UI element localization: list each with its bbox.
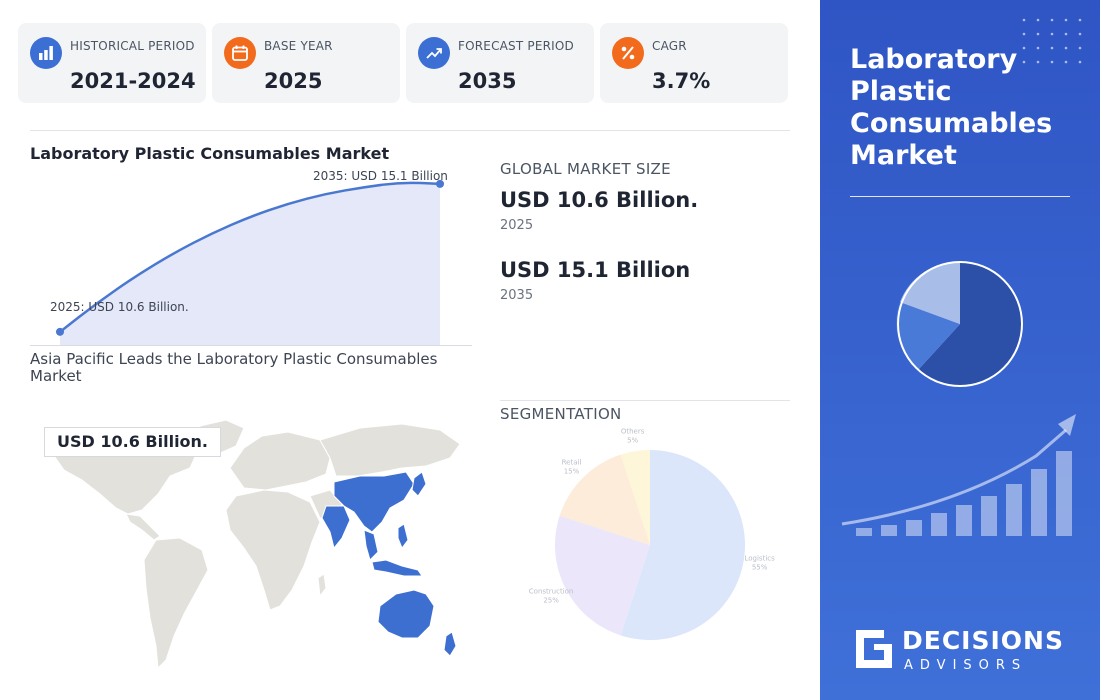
stat-card-forecast: FORECAST PERIOD 2035 [406,23,594,103]
europe-shape [229,431,331,491]
world-map [49,419,461,670]
stat-card-historical: HISTORICAL PERIOD 2021-2024 [18,23,206,103]
divider [500,400,790,401]
new-zealand-shape [443,631,457,657]
market-size-year-2035: 2035 [500,288,534,303]
market-area-chart [56,179,444,345]
brand-panel: Laboratory Plastic Consumables Market DE… [820,0,1100,700]
pie-label-retail: Retail 15% [562,459,582,476]
madagascar-shape [317,573,327,598]
start-annotation: 2025: USD 10.6 Billion. [50,300,189,314]
pie-label-others: Others 5% [621,427,645,444]
map-title: Asia Pacific Leads the Laboratory Plasti… [30,350,438,385]
south-america-shape [143,537,209,670]
indonesia-shape [371,559,423,577]
brand-logo-subword: ADVISORS [904,658,1028,673]
market-chart-title: Laboratory Plastic Consumables Market [30,144,390,163]
segmentation-pie-chart: Logistics 55% Construction 25% Retail 15% Othe… [529,427,775,640]
russia-middle-east-shape [319,423,461,477]
stat-label: CAGR [652,39,687,53]
end-point [436,179,444,188]
brand-logo-word: DECISIONS [902,626,1064,655]
japan-shape [411,471,427,497]
pie-slice-construction [555,515,650,636]
start-point [56,327,64,336]
area-line [59,181,441,333]
panel-title: Laboratory Plastic Consumables Market [850,44,1053,171]
pie-slice-logistics [620,450,745,640]
australia-shape [377,589,435,639]
india-shape [321,505,351,550]
divider [30,130,790,131]
brand-logo-icon [856,630,892,668]
stat-label: HISTORICAL PERIOD [70,39,195,53]
area-fill [60,182,440,345]
pie-label-construction: Construction 25% [529,587,574,604]
stat-value: 2035 [458,69,517,93]
market-size-year-2025: 2025 [500,218,534,233]
pie-slice-retail [559,454,650,545]
stat-value: 2021-2024 [70,69,196,93]
map-callout: USD 10.6 Billion. [44,427,222,457]
pie-slice-others [620,450,650,545]
end-annotation: 2035: USD 15.1 Billion [313,169,448,183]
market-size-2025: USD 10.6 Billion. [500,188,699,212]
bar-chart-icon [30,37,62,69]
segmentation-caption: SEGMENTATION [500,405,622,423]
stat-value: 3.7% [652,69,711,93]
calendar-icon [224,37,256,69]
panel-divider [850,196,1070,197]
pie-label-logistics: Logistics 55% [744,554,775,571]
stat-card-cagr: CAGR 3.7% [600,23,788,103]
stat-label: FORECAST PERIOD [458,39,574,53]
asia-mainland-shape [333,471,415,533]
africa-shape [225,489,321,611]
stat-label: BASE YEAR [264,39,333,53]
percent-icon [612,37,644,69]
trend-up-icon [418,37,450,69]
growth-bars-decoration [841,414,1076,536]
stat-value: 2025 [264,69,323,93]
market-size-2035: USD 15.1 Billion [500,258,691,282]
southeast-asia-shape [363,529,379,561]
chart-baseline [30,345,472,346]
decorative-pie-icon [896,261,1023,387]
philippines-shape [397,523,409,550]
dot-grid-decoration [1022,18,1082,64]
stat-card-base-year: BASE YEAR 2025 [212,23,400,103]
market-size-caption: GLOBAL MARKET SIZE [500,160,671,178]
central-america-shape [125,513,161,541]
